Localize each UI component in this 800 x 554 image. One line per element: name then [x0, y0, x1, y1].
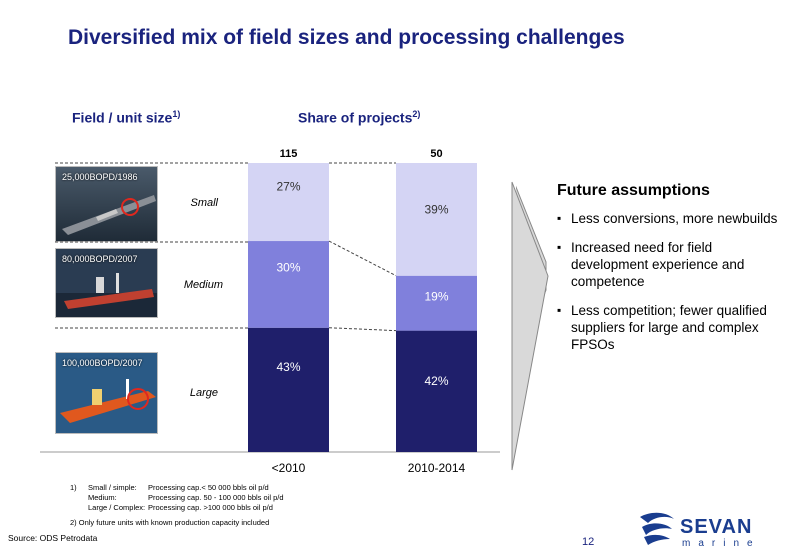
category-label: 2010-2014	[408, 461, 466, 475]
medium-vessel-image	[56, 249, 157, 317]
future-item: Less conversions, more newbuilds	[557, 210, 787, 227]
small-field-photo: 25,000BOPD/1986	[55, 166, 158, 242]
field-size-header: Field / unit size1)	[72, 109, 181, 126]
footnote-medium-label: Medium:	[88, 493, 117, 502]
row-label-large: Large	[189, 387, 218, 399]
row-label-small: Small	[190, 197, 218, 209]
future-title: Future assumptions	[557, 182, 710, 199]
row-label-medium: Medium	[183, 279, 223, 291]
data-label: 30%	[276, 260, 300, 274]
svg-text:marine: marine	[682, 538, 761, 549]
small-vessel-image	[56, 167, 157, 241]
large-field-photo: 100,000BOPD/2007	[55, 352, 158, 434]
footnote-small-label: Small / simple:	[88, 483, 137, 492]
footnote-medium-text: Processing cap. 50 - 100 000 bbls oil p/…	[148, 493, 284, 502]
data-label: 42%	[424, 374, 448, 388]
footnote-large-text: Processing cap. >100 000 bbls oil p/d	[148, 503, 273, 512]
footnote-1-number: 1)	[70, 483, 77, 492]
data-label: 19%	[424, 289, 448, 303]
large-vessel-image	[56, 353, 157, 433]
data-label: 27%	[276, 179, 300, 193]
footnote-small-text: Processing cap.< 50 000 bbls oil p/d	[148, 483, 269, 492]
connector-line	[328, 327, 397, 332]
bar-segment-large	[396, 330, 477, 452]
chevron-arrow	[511, 181, 549, 471]
data-label: 39%	[424, 203, 448, 217]
footnote-large-label: Large / Complex:	[88, 503, 146, 512]
sevan-marine-logo: SEVAN marine	[640, 512, 761, 549]
footnote-2: 2) Only future units with known producti…	[70, 518, 270, 527]
page-number: 12	[582, 536, 595, 548]
bar-total-label: 50	[430, 148, 442, 160]
bar-segment-medium	[248, 241, 329, 328]
bar-segment-large	[248, 327, 329, 452]
data-label: 43%	[276, 360, 300, 374]
bar-total-label: 115	[280, 148, 298, 160]
small-photo-caption: 25,000BOPD/1986	[62, 172, 138, 182]
future-item: Less competition; fewer qualified suppli…	[557, 302, 787, 353]
bar-segment-medium	[396, 275, 477, 331]
medium-photo-caption: 80,000BOPD/2007	[62, 254, 138, 264]
bar-segment-small	[248, 163, 329, 242]
svg-text:SEVAN: SEVAN	[680, 516, 752, 538]
future-assumptions: Future assumptions Less conversions, mor…	[557, 182, 787, 365]
future-item: Increased need for field development exp…	[557, 239, 787, 290]
page-title: Diversified mix of field sizes and proce…	[68, 26, 625, 49]
source-note: Source: ODS Petrodata	[8, 533, 98, 543]
medium-field-photo: 80,000BOPD/2007	[55, 248, 158, 318]
category-label: <2010	[272, 461, 306, 475]
large-photo-caption: 100,000BOPD/2007	[62, 358, 143, 368]
share-header: Share of projects2)	[298, 109, 421, 126]
bar-segment-small	[396, 163, 477, 276]
connector-line	[328, 240, 397, 277]
